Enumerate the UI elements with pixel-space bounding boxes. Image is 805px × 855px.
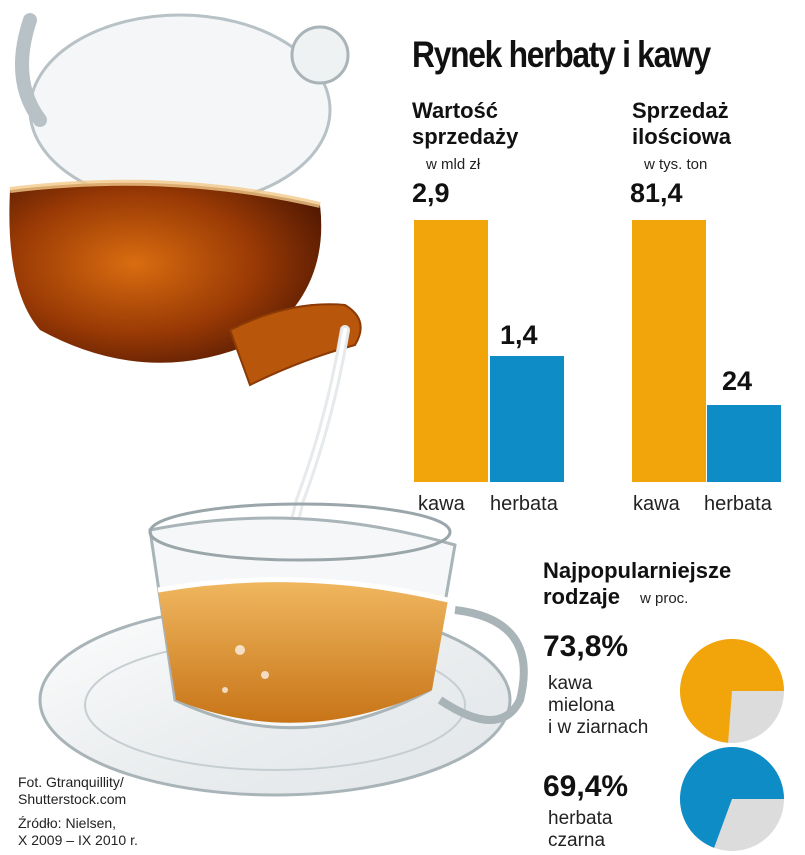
photo-credit: Fot. Gtranquillity/ Shutterstock.com [18, 774, 127, 807]
pie2-percent-label: 69,4% [543, 770, 629, 803]
pie-value-slice [680, 747, 784, 848]
pie-section-unit: w proc. [640, 590, 689, 607]
infographic-title: Rynek herbaty i kawy [412, 34, 711, 75]
chart2-value-label-kawa: 81,4 [630, 178, 683, 208]
pie-value-slice [680, 639, 784, 743]
chart1-category-kawa: kawa [418, 493, 465, 515]
pie-section-title: Najpopularniejsze [543, 558, 732, 583]
pie1-label: kawa mielona i w ziarnach [548, 673, 649, 738]
pie-section-title-line2: rodzaje [543, 584, 621, 609]
chart2-bar-kawa [632, 220, 706, 482]
chart2-unit: w tys. ton [644, 156, 708, 173]
chart2-bar-herbata [707, 404, 781, 482]
chart1-value-label-kawa: 2,9 [412, 178, 450, 208]
teapot-and-cup-photo [9, 13, 528, 797]
pie2-herbata-chart [680, 747, 784, 851]
pie2-label: herbata czarna [548, 808, 613, 851]
chart1-bar-kawa [414, 220, 488, 482]
chart1-title: Wartość sprzedaży [412, 98, 519, 149]
chart2-category-herbata: herbata [704, 493, 772, 515]
chart1-value-label-herbata: 1,4 [500, 320, 538, 350]
pie1-percent-label: 73,8% [543, 630, 629, 663]
pie1-kawa-chart [680, 639, 784, 743]
chart1-bar-herbata [490, 355, 564, 482]
chart2-value-label-herbata: 24 [722, 366, 753, 396]
chart2-category-kawa: kawa [633, 493, 680, 515]
chart1-category-herbata: herbata [490, 493, 558, 515]
chart1-unit: w mld zł [426, 156, 481, 173]
source-credit: Źródło: Nielsen, X 2009 – IX 2010 r. [18, 815, 138, 848]
chart2-title: Sprzedaż ilościowa [632, 98, 732, 149]
